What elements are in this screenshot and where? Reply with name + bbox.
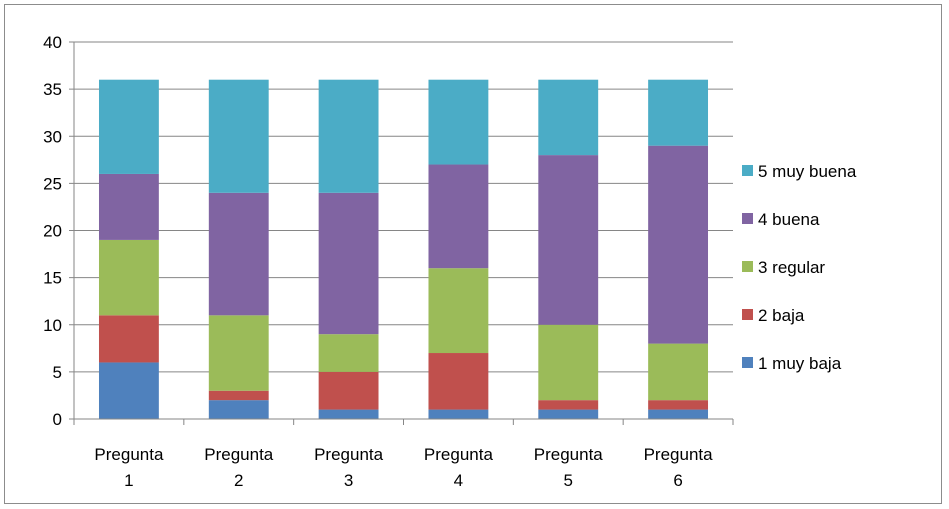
x-tick-label: Pregunta <box>314 445 384 464</box>
bar-segment <box>98 315 159 363</box>
y-tick-label: 15 <box>43 269 62 288</box>
x-tick-label: 3 <box>344 471 353 490</box>
bar-segment <box>208 79 269 193</box>
y-axis-tick-labels: 0 5 10 15 20 25 30 35 40 <box>43 33 62 429</box>
bar-segment <box>648 343 709 401</box>
bar-segment <box>428 79 489 165</box>
x-tick-label: Pregunta <box>204 445 274 464</box>
bar-segment <box>208 390 269 401</box>
x-tick-label: Pregunta <box>94 445 164 464</box>
legend: 5 muy buena 4 buena 3 regular 2 baja 1 muy b… <box>742 162 857 373</box>
axes <box>69 41 734 425</box>
legend-label: 4 buena <box>758 210 820 229</box>
y-tick-label: 20 <box>43 222 62 241</box>
x-tick-label: Pregunta <box>424 445 494 464</box>
bar-segment <box>318 371 379 410</box>
bar-segment <box>318 334 379 372</box>
bar-segment <box>318 192 379 335</box>
gridlines <box>74 41 733 373</box>
bar-segment <box>98 79 159 174</box>
bar-segment <box>98 239 159 316</box>
bars <box>98 79 709 419</box>
bar-segment <box>538 324 599 401</box>
x-tick-label: Pregunta <box>644 445 714 464</box>
bar-segment <box>98 173 159 240</box>
legend-label: 5 muy buena <box>758 162 857 181</box>
x-tick-label: 4 <box>454 471 463 490</box>
bar-segment <box>428 164 489 269</box>
legend-swatch <box>742 357 753 368</box>
y-tick-label: 10 <box>43 316 62 335</box>
y-tick-label: 35 <box>43 80 62 99</box>
x-tick-label: 6 <box>673 471 682 490</box>
legend-label: 2 baja <box>758 306 805 325</box>
bar-segment <box>208 192 269 316</box>
bar-segment <box>428 353 489 410</box>
y-tick-label: 5 <box>53 363 62 382</box>
legend-label: 3 regular <box>758 258 825 277</box>
bar-segment <box>538 79 599 156</box>
bar-segment <box>318 409 379 419</box>
x-tick-label: Pregunta <box>534 445 604 464</box>
bar-segment <box>428 268 489 354</box>
x-tick-label: 5 <box>564 471 573 490</box>
legend-swatch <box>742 261 753 272</box>
y-tick-label: 30 <box>43 127 62 146</box>
x-tick-label: 2 <box>234 471 243 490</box>
bar-segment <box>538 400 599 410</box>
bar-segment <box>648 400 709 410</box>
bar-segment <box>538 409 599 419</box>
bar-segment <box>648 145 709 344</box>
y-tick-label: 25 <box>43 174 62 193</box>
y-tick-label: 0 <box>53 410 62 429</box>
legend-swatch <box>742 213 753 224</box>
bar-segment <box>538 155 599 325</box>
bar-segment <box>648 79 709 146</box>
bar-segment <box>98 362 159 419</box>
legend-swatch <box>742 309 753 320</box>
bar-segment <box>318 79 379 193</box>
x-tick-label: 1 <box>124 471 133 490</box>
legend-swatch <box>742 165 753 176</box>
bar-segment <box>428 409 489 419</box>
bar-segment <box>208 315 269 391</box>
x-axis-tick-labels: Pregunta 1 Pregunta 2 Pregunta 3 Pregunta 4 Preg… <box>94 445 713 490</box>
y-tick-label: 40 <box>43 33 62 52</box>
bar-segment <box>648 409 709 419</box>
legend-label: 1 muy baja <box>758 354 842 373</box>
bar-segment <box>208 400 269 419</box>
